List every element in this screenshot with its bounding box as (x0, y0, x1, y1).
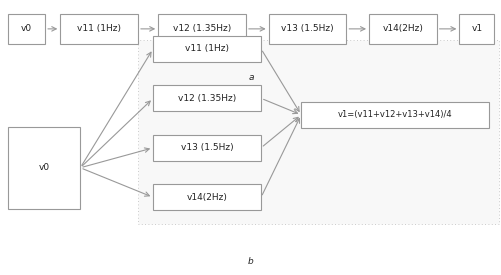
FancyBboxPatch shape (301, 102, 488, 128)
Text: v0: v0 (21, 24, 32, 33)
Text: v13 (1.5Hz): v13 (1.5Hz) (281, 24, 333, 33)
Text: v13 (1.5Hz): v13 (1.5Hz) (180, 143, 233, 152)
Text: v11 (1Hz): v11 (1Hz) (185, 44, 228, 53)
Text: v12 (1.35Hz): v12 (1.35Hz) (177, 94, 236, 103)
Text: v14(2Hz): v14(2Hz) (382, 24, 422, 33)
Text: v1: v1 (470, 24, 481, 33)
Text: v0: v0 (38, 163, 50, 172)
Text: v11 (1Hz): v11 (1Hz) (77, 24, 121, 33)
Text: v1=(v11+v12+v13+v14)/4: v1=(v11+v12+v13+v14)/4 (337, 110, 452, 119)
FancyBboxPatch shape (8, 14, 45, 44)
FancyBboxPatch shape (153, 135, 261, 161)
FancyBboxPatch shape (153, 36, 261, 62)
Text: a: a (248, 73, 253, 81)
FancyBboxPatch shape (153, 85, 261, 111)
FancyBboxPatch shape (158, 14, 245, 44)
Text: v12 (1.35Hz): v12 (1.35Hz) (172, 24, 231, 33)
FancyBboxPatch shape (60, 14, 138, 44)
Text: b: b (247, 257, 254, 266)
FancyBboxPatch shape (8, 126, 80, 209)
FancyBboxPatch shape (268, 14, 346, 44)
FancyBboxPatch shape (458, 14, 493, 44)
FancyBboxPatch shape (138, 40, 498, 224)
FancyBboxPatch shape (368, 14, 436, 44)
Text: v14(2Hz): v14(2Hz) (186, 193, 227, 202)
FancyBboxPatch shape (153, 184, 261, 210)
